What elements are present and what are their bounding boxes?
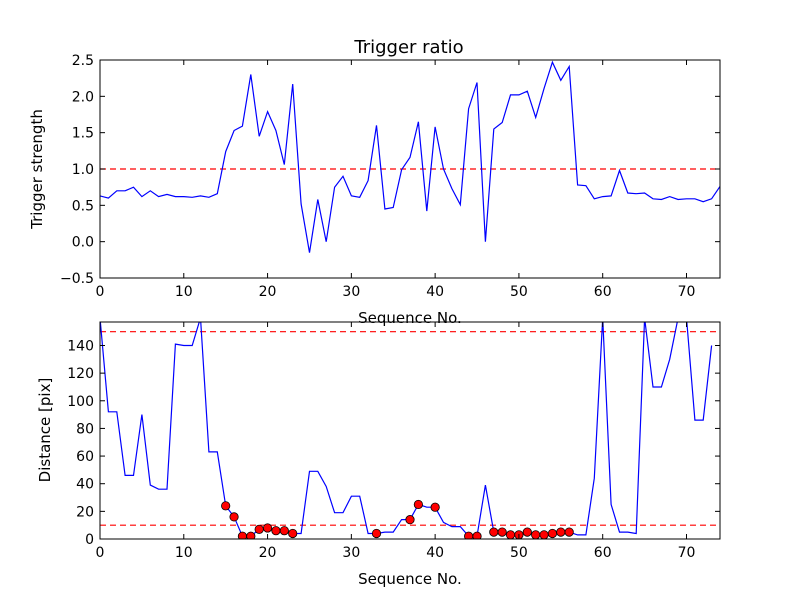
y-tick-label: 140	[67, 338, 94, 354]
data-point	[489, 527, 499, 537]
x-tick-label: 70	[678, 284, 696, 300]
data-point	[413, 499, 423, 510]
distance-axes-frame	[99, 321, 721, 540]
distance-y-axis-label: Distance [pix]	[36, 378, 54, 483]
distance-panel: 0 10 20 30 40 50 60 70 0 20 40 60 80 100 120 140 Sequen…	[36, 321, 721, 588]
y-tick-label: 40	[76, 477, 94, 493]
y-tick-label: 0.5	[72, 198, 94, 214]
y-tick-label: 2.0	[72, 89, 94, 105]
x-tick-label: 60	[594, 284, 612, 300]
x-tick-label: 50	[510, 545, 528, 561]
y-tick-label: 20	[76, 504, 94, 520]
y-tick-label: 2.5	[72, 53, 94, 69]
x-tick-label: 0	[96, 545, 105, 561]
y-tick-label: 1.0	[72, 162, 94, 178]
data-point	[288, 528, 298, 539]
y-tick-label: 120	[67, 366, 94, 382]
y-tick-label: 1.5	[72, 126, 94, 142]
data-point	[405, 515, 415, 525]
data-point	[505, 530, 516, 539]
x-tick-label: 0	[96, 284, 105, 300]
series-line	[100, 322, 713, 537]
data-point	[262, 523, 273, 533]
trigger-y-axis-label: Trigger strength	[28, 109, 46, 230]
y-tick-label: 0.0	[72, 235, 94, 251]
x-tick-label: 40	[426, 284, 444, 300]
chart-title: Trigger ratio	[353, 37, 463, 58]
x-tick-label: 10	[175, 545, 193, 561]
x-tick-label: 60	[594, 545, 612, 561]
data-point	[547, 528, 558, 539]
data-point	[497, 527, 507, 537]
x-tick-label: 20	[259, 284, 277, 300]
x-tick-label: 10	[175, 284, 193, 300]
distance-x-axis-label: Sequence No.	[358, 570, 462, 588]
data-point	[246, 531, 256, 539]
y-tick-label: 100	[67, 394, 94, 410]
x-tick-label: 30	[342, 284, 360, 300]
distance-ticks: 0 10 20 30 40 50 60 70 0 20 40 60 80 100 120 140	[67, 322, 720, 561]
data-point	[539, 530, 549, 539]
y-tick-label: 0	[85, 532, 94, 548]
data-point	[254, 524, 264, 534]
data-point	[522, 527, 532, 537]
data-point	[271, 526, 281, 536]
trigger-plot-area	[100, 60, 720, 253]
distance-plot-area	[100, 322, 720, 539]
data-point	[556, 527, 566, 537]
y-tick-label: 60	[76, 449, 94, 465]
series-line	[100, 60, 720, 253]
x-tick-label: 70	[678, 545, 696, 561]
data-point	[279, 526, 289, 536]
trigger-ticks: 0 10 20 30 40 50 60 70 −0.5 0.0 0.5 1.0 1.5 2.0 2.5	[60, 53, 720, 300]
data-point	[229, 512, 239, 522]
trigger-ratio-panel: Trigger ratio 0 10 20 30 40 50 60 70 −0.5 0.0 0.5 1…	[28, 37, 721, 327]
x-tick-label: 40	[426, 545, 444, 561]
x-tick-label: 50	[510, 284, 528, 300]
data-point	[472, 531, 482, 539]
y-tick-label: −0.5	[60, 271, 94, 287]
y-tick-label: 80	[76, 421, 94, 437]
data-point	[371, 528, 382, 539]
trigger-x-axis-label: Sequence No.	[358, 309, 462, 327]
x-tick-label: 30	[342, 545, 360, 561]
data-point	[430, 502, 440, 512]
data-point	[564, 527, 574, 537]
data-point	[221, 501, 231, 511]
data-point	[531, 530, 541, 539]
x-tick-label: 20	[259, 545, 277, 561]
